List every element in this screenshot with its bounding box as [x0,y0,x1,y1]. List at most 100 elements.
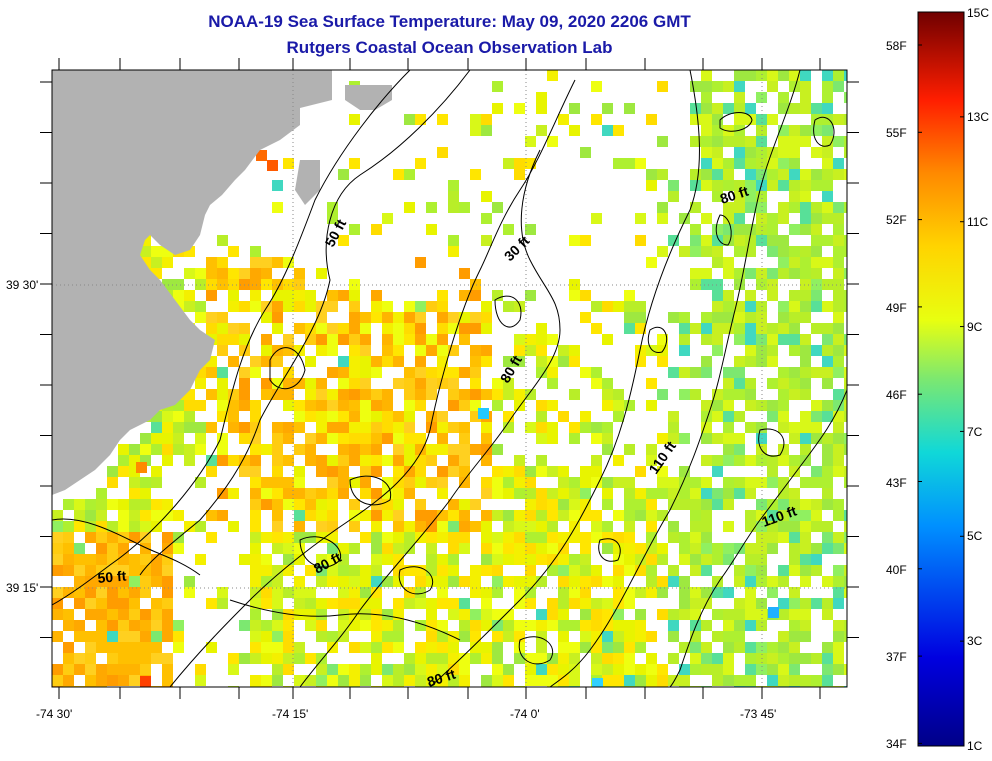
sst-pixel [426,334,437,345]
sst-pixel [745,422,756,433]
sst-pixel [459,609,470,620]
sst-pixel [822,675,833,686]
sst-pixel [250,257,261,268]
sst-pixel [283,488,294,499]
sst-pixel [613,411,624,422]
sst-pixel [426,609,437,620]
sst-pixel [459,202,470,213]
sst-pixel [338,598,349,609]
sst-pixel [701,334,712,345]
sst-pixel [701,488,712,499]
sst-pixel [316,334,327,345]
sst-pixel [261,378,272,389]
sst-pixel [558,345,569,356]
sst-pixel [96,488,107,499]
sst-pixel [261,565,272,576]
sst-pixel [195,312,206,323]
sst-pixel [371,433,382,444]
sst-pixel [250,587,261,598]
sst-pixel [52,631,63,642]
sst-pixel [283,620,294,631]
sst-pixel [261,477,272,488]
sst-pixel [338,400,349,411]
sst-pixel [822,609,833,620]
sst-pixel [734,686,745,687]
sst-pixel [63,543,74,554]
sst-pixel [426,642,437,653]
sst-pixel [723,609,734,620]
sst-pixel [679,642,690,653]
sst-pixel [734,191,745,202]
sst-pixel [811,598,822,609]
sst-pixel [96,642,107,653]
sst-pixel [536,521,547,532]
sst-pixel [811,224,822,235]
sst-pixel [613,664,624,675]
sst-pixel [382,488,393,499]
sst-pixel [778,268,789,279]
sst-pixel [822,642,833,653]
sst-pixel [52,675,63,686]
sst-pixel [404,411,415,422]
sst-pixel [789,422,800,433]
sst-pixel [822,532,833,543]
sst-pixel [448,499,459,510]
sst-pixel [789,554,800,565]
sst-pixel [756,114,767,125]
sst-pixel [580,312,591,323]
sst-pixel [151,477,162,488]
sst-pixel [404,301,415,312]
sst-pixel [778,158,789,169]
sst-pixel [305,565,316,576]
sst-pixel [657,246,668,257]
sst-pixel [602,334,613,345]
sst-pixel [140,620,151,631]
sst-pixel [679,389,690,400]
sst-pixel [426,389,437,400]
sst-pixel [96,598,107,609]
sst-pixel [305,587,316,598]
sst-pixel [206,455,217,466]
sst-pixel [789,301,800,312]
sst-pixel [536,422,547,433]
sst-pixel [701,114,712,125]
sst-pixel [569,565,580,576]
sst-pixel [250,466,261,477]
sst-pixel [448,422,459,433]
sst-pixel [613,565,624,576]
sst-pixel [734,477,745,488]
sst-pixel [151,576,162,587]
sst-pixel [151,433,162,444]
sst-pixel [294,444,305,455]
sst-pixel [415,378,426,389]
sst-pixel [690,169,701,180]
sst-pixel [514,169,525,180]
sst-pixel [800,257,811,268]
sst-pixel [844,433,847,444]
sst-pixel [316,422,327,433]
sst-pixel [140,676,151,687]
sst-pixel [657,81,668,92]
colorbar-c-label: 15C [967,6,989,20]
sst-pixel [822,576,833,587]
sst-pixel [833,400,844,411]
sst-pixel [503,532,514,543]
sst-pixel [294,532,305,543]
sst-pixel [767,510,778,521]
sst-pixel [679,543,690,554]
sst-pixel [690,136,701,147]
sst-pixel [217,323,228,334]
sst-pixel [591,642,602,653]
sst-pixel [723,642,734,653]
sst-pixel [767,532,778,543]
sst-pixel [239,345,250,356]
sst-pixel [63,686,74,687]
sst-pixel [481,510,492,521]
sst-pixel [118,587,129,598]
sst-pixel [558,510,569,521]
colorbar-gradient [917,11,965,747]
sst-pixel [338,455,349,466]
sst-pixel [767,246,778,257]
sst-pixel [767,499,778,510]
sst-pixel [437,466,448,477]
